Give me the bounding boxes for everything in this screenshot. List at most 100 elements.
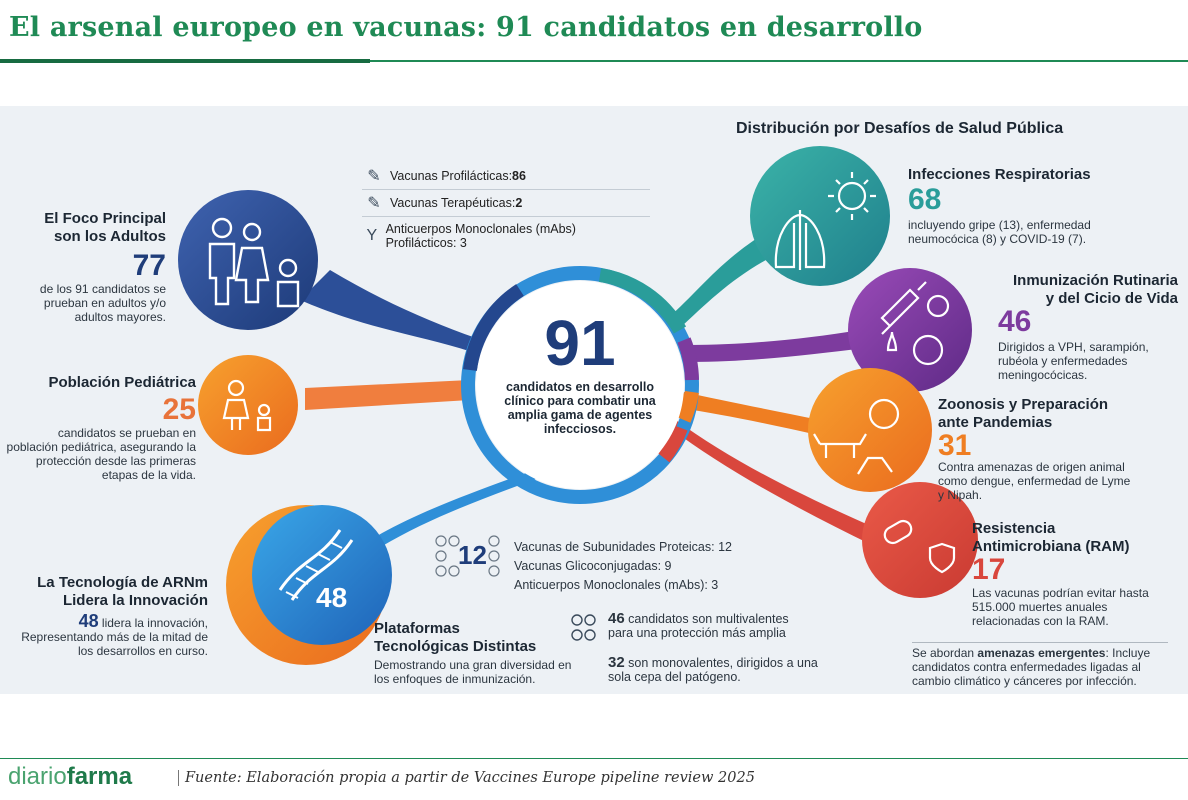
platforms-number: 12 xyxy=(458,540,487,570)
respiratory-text: incluyendo gripe (13), enfermedad neumoc… xyxy=(908,218,1091,246)
pediatric-title: Población Pediátrica xyxy=(48,374,196,391)
multivalent-text: 46 candidatos son multivalentes para una… xyxy=(608,610,808,640)
zoonosis-bubble xyxy=(808,368,932,492)
ring-segment-red xyxy=(658,425,688,463)
multivalent-rest: candidatos son multivalentes para una pr… xyxy=(608,612,789,640)
emerging-pre: Se abordan xyxy=(912,646,978,660)
child-icon xyxy=(222,379,272,432)
routine-title: Inmunización Rutinaria y del Cicio de Vi… xyxy=(960,272,1178,308)
target-icons xyxy=(571,614,596,641)
title-underline-accent xyxy=(0,59,370,63)
emerging-post: : Incluye candidatos contra enfermedades… xyxy=(912,646,1151,688)
brand-logo: diariofarma xyxy=(8,763,132,791)
lungs-icon xyxy=(774,172,876,270)
title-underline xyxy=(0,60,1188,62)
zoonosis-text: Contra amenazas de origen animal como de… xyxy=(938,460,1131,502)
multivalent-number: 46 xyxy=(608,610,625,627)
platforms-title-line2: Tecnológicas Distintas xyxy=(374,638,537,655)
monovalent-number: 32 xyxy=(608,654,625,671)
routine-text: Dirigidos a VPH, sarampión, rubéola y en… xyxy=(998,340,1149,382)
ring-segment-purple xyxy=(677,337,699,381)
mrna-title: La Tecnología de ARNm Lidera la Innovaci… xyxy=(10,574,208,610)
adults-number: 77 xyxy=(132,249,166,282)
connector-mrna xyxy=(360,462,560,560)
adults-bubble xyxy=(178,190,318,330)
monovalent-text: 32 son monovalentes, dirigidos a una sol… xyxy=(608,654,832,684)
amr-text: Las vacunas podrían evitar hasta 515.000… xyxy=(972,586,1149,628)
type-therapeutic: ✎ Vacunas Terapéuticas: 2 xyxy=(362,189,650,217)
routine-number: 46 xyxy=(998,305,1032,338)
platform-item: Vacunas de Subunidades Proteicas: 12 xyxy=(514,540,732,554)
logo-light: diario xyxy=(8,763,67,790)
zoonosis-number: 31 xyxy=(938,429,972,462)
animal-globe-icon xyxy=(813,398,900,475)
dna-icon xyxy=(278,529,354,601)
bacteria-shield-icon xyxy=(883,519,956,574)
center-disc xyxy=(476,281,684,489)
emerging-bold: amenazas emergentes xyxy=(977,646,1106,660)
pediatric-text: candidatos se prueban en población pediá… xyxy=(6,426,196,482)
emerging-divider xyxy=(912,642,1168,643)
zoonosis-title: Zoonosis y Preparación ante Pandemias xyxy=(938,396,1178,432)
platform-grid-icon xyxy=(435,535,500,577)
mrna-text-rest: lidera la innovación, Representando más … xyxy=(21,616,208,658)
amr-title-line2: Antimicrobiana (RAM) xyxy=(972,538,1130,555)
adults-text: de los 91 candidatos se prueban en adult… xyxy=(39,282,166,324)
routine-bubble xyxy=(848,268,972,392)
center-number: 91 xyxy=(544,307,616,379)
type-value: 86 xyxy=(512,168,526,183)
zoonosis-title-line2: ante Pandemias xyxy=(938,414,1053,431)
platforms-title: Plataformas Tecnológicas Distintas xyxy=(374,620,564,656)
syringe-icon: ✎ xyxy=(367,194,381,212)
platform-item: Vacunas Glicoconjugadas: 9 xyxy=(514,559,672,573)
adults-title-line1: El Foco Principal xyxy=(44,210,166,227)
platforms-title-line1: Plataformas xyxy=(374,620,460,637)
connector-adults xyxy=(300,270,476,352)
connector-routine xyxy=(690,330,866,362)
emerging-text: Se abordan amenazas emergentes: Incluye … xyxy=(912,646,1174,688)
respiratory-title: Infecciones Respiratorias xyxy=(908,166,1091,183)
pediatric-bubble xyxy=(198,355,298,455)
type-mabs: Y Anticuerpos Monoclonales (mAbs) Profil… xyxy=(362,218,610,254)
mrna-title-line1: La Tecnología de ARNm xyxy=(37,574,208,591)
center-text: candidatos en desarrollo clínico para co… xyxy=(504,380,656,436)
zoonosis-title-line1: Zoonosis y Preparación xyxy=(938,396,1109,413)
type-label: Vacunas Terapéuticas: xyxy=(390,195,516,210)
platforms-text: Demostrando una gran diversidad en los e… xyxy=(374,658,572,686)
source-note: Fuente: Elaboración propia a partir de V… xyxy=(178,770,755,786)
pediatric-number: 25 xyxy=(162,393,196,426)
footer-line xyxy=(0,758,1188,759)
logo-bold: farma xyxy=(66,763,133,790)
center-ring xyxy=(461,266,699,504)
antibody-icon: Y xyxy=(366,227,378,244)
distribution-heading: Distribución por Desafíos de Salud Públi… xyxy=(736,120,1064,137)
connector-respiratory xyxy=(668,230,790,328)
type-label: Vacunas Profilácticas: xyxy=(390,168,513,183)
platforms-list: Vacunas de Subunidades Proteicas: 12 Vac… xyxy=(514,538,764,595)
connector-pediatric xyxy=(305,380,470,410)
respiratory-bubble xyxy=(750,146,890,286)
syringe-icon: ✎ xyxy=(367,167,381,185)
connector-amr xyxy=(670,420,880,545)
amr-title: Resistencia Antimicrobiana (RAM) xyxy=(972,520,1178,556)
mrna-title-line2: Lidera la Innovación xyxy=(62,592,208,609)
connector-zoonosis xyxy=(680,392,822,436)
routine-title-line2: y del Cicio de Vida xyxy=(1045,290,1178,307)
respiratory-number: 68 xyxy=(908,183,942,216)
adults-title: El Foco Principal son los Adultos xyxy=(10,210,166,246)
mrna-bubble-inner xyxy=(252,505,392,645)
ring-segment-orange xyxy=(677,390,699,423)
ring-segment-teal xyxy=(598,268,687,334)
syringe-shield-icon xyxy=(880,281,950,366)
amr-bubble xyxy=(862,482,978,598)
mrna-bubble-number: 48 xyxy=(316,582,348,613)
adults-title-line2: son los Adultos xyxy=(54,228,166,245)
type-prophylactic: ✎ Vacunas Profilácticas: 86 xyxy=(362,162,650,190)
platform-item: Anticuerpos Monoclonales (mAbs): 3 xyxy=(514,578,719,592)
amr-title-line1: Resistencia xyxy=(972,520,1056,537)
ring-segment-navy xyxy=(463,284,524,372)
type-value: 2 xyxy=(515,195,523,210)
routine-title-line1: Inmunización Rutinaria xyxy=(1012,272,1178,289)
amr-number: 17 xyxy=(972,553,1006,586)
